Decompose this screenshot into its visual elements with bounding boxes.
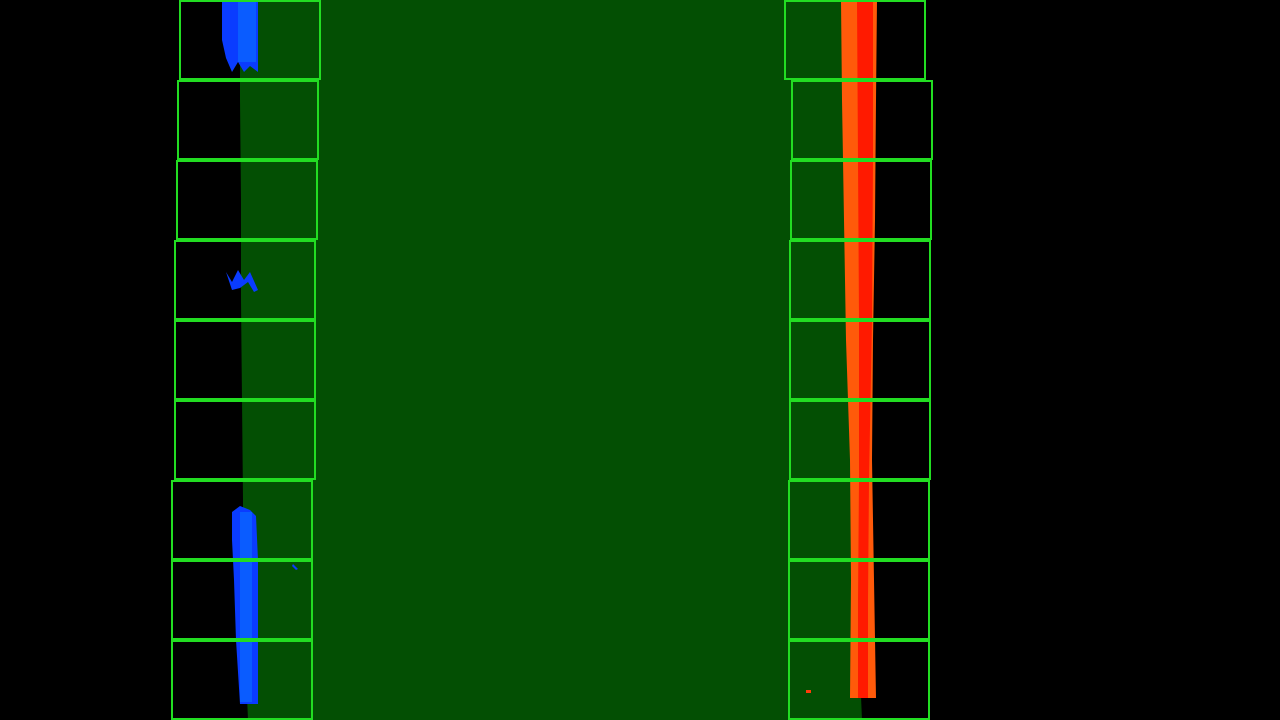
right-lane-pixels-core bbox=[857, 0, 873, 698]
left-sliding-window bbox=[176, 160, 318, 240]
right-sliding-window bbox=[789, 240, 931, 320]
left-sliding-window bbox=[177, 80, 319, 160]
left-sliding-window bbox=[171, 640, 313, 720]
lane-area-fill bbox=[240, 0, 862, 720]
left-sliding-window bbox=[171, 560, 313, 640]
left-sliding-window bbox=[179, 0, 321, 80]
right-lane-pixels bbox=[806, 0, 877, 698]
right-sliding-window bbox=[789, 320, 931, 400]
right-sliding-window bbox=[791, 80, 933, 160]
left-sliding-window bbox=[174, 320, 316, 400]
right-lane-pixels-speck bbox=[806, 690, 811, 693]
right-sliding-window bbox=[788, 560, 930, 640]
left-sliding-window bbox=[174, 240, 316, 320]
right-sliding-window bbox=[788, 640, 930, 720]
left-lane-pixels-speck bbox=[292, 564, 298, 570]
left-lane-pixels-bottom-core bbox=[240, 512, 252, 702]
left-sliding-window bbox=[174, 400, 316, 480]
right-sliding-window bbox=[789, 400, 931, 480]
right-sliding-window bbox=[788, 480, 930, 560]
left-sliding-window bbox=[171, 480, 313, 560]
right-sliding-window bbox=[784, 0, 926, 80]
left-lane-pixels-top-core bbox=[238, 0, 256, 62]
left-lane-pixels-fragment bbox=[226, 270, 258, 292]
right-sliding-window bbox=[790, 160, 932, 240]
sliding-windows bbox=[171, 0, 933, 720]
